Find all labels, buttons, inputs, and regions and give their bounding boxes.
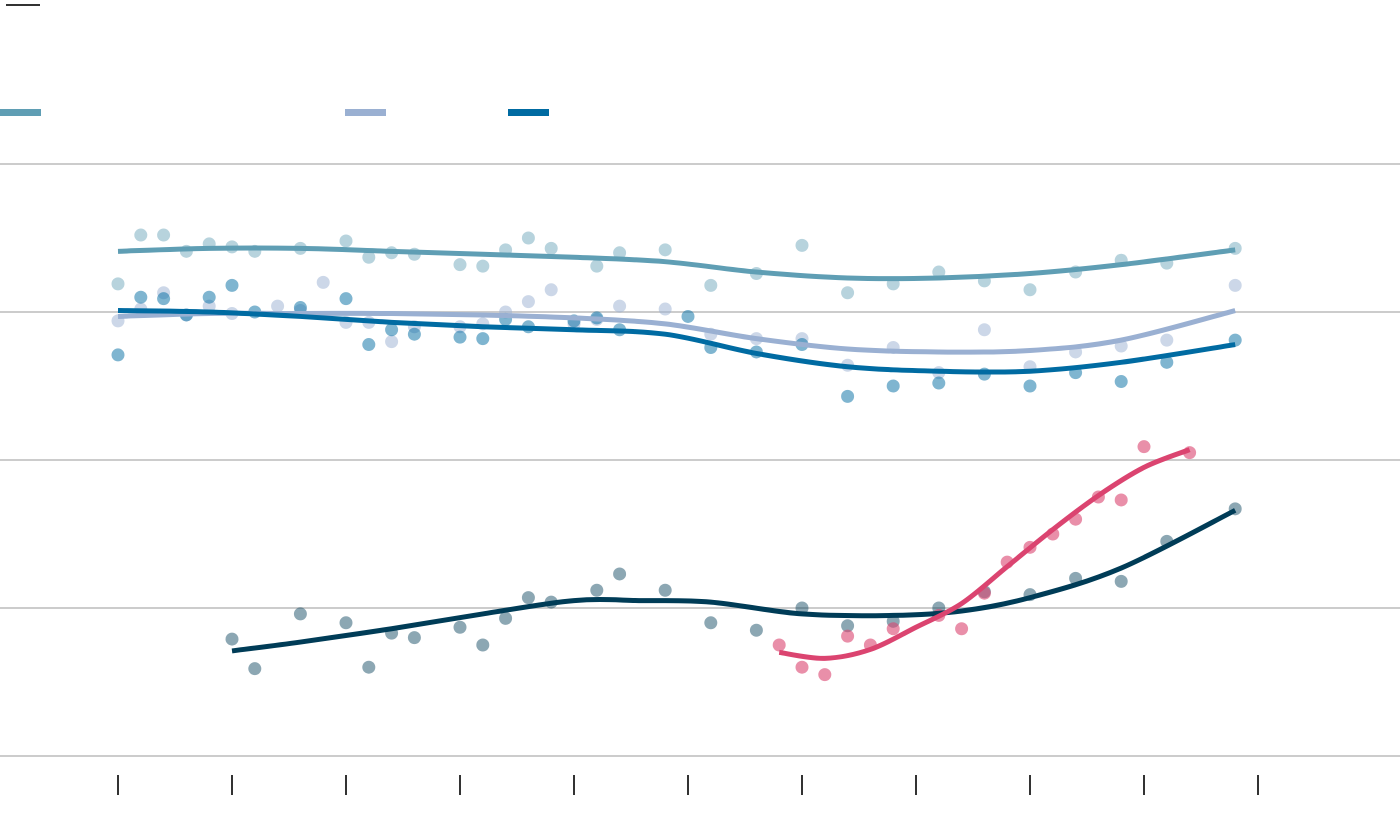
data-point	[704, 278, 718, 292]
data-point	[293, 607, 307, 621]
data-point	[453, 330, 467, 344]
data-point	[613, 299, 627, 313]
data-point	[339, 292, 353, 306]
data-point	[1023, 283, 1037, 297]
data-point	[772, 638, 786, 652]
data-point	[590, 583, 604, 597]
data-point	[1228, 278, 1242, 292]
data-point	[271, 299, 285, 313]
data-point	[1114, 375, 1128, 389]
legend	[0, 109, 549, 116]
data-point	[111, 348, 125, 362]
data-point	[613, 246, 627, 260]
data-point	[225, 632, 239, 646]
data-point	[202, 290, 216, 304]
trend-line	[117, 308, 1236, 375]
data-point	[476, 259, 490, 273]
data-point	[841, 286, 855, 300]
data-point	[453, 258, 467, 272]
data-point	[818, 668, 832, 682]
x-axis-ticks	[117, 775, 1259, 795]
data-point	[1114, 574, 1128, 588]
trend-line	[778, 447, 1191, 661]
data-point	[841, 389, 855, 403]
data-point	[658, 243, 672, 257]
data-point	[157, 228, 171, 242]
data-point	[339, 234, 353, 248]
data-point	[681, 309, 695, 323]
data-point	[1160, 355, 1174, 369]
data-point	[955, 622, 969, 636]
data-point	[977, 323, 991, 337]
data-point	[362, 338, 376, 352]
data-point	[339, 616, 353, 630]
data-point	[499, 611, 513, 625]
data-point	[1137, 440, 1151, 454]
data-point	[476, 638, 490, 652]
data-point	[613, 567, 627, 581]
data-point	[134, 228, 148, 242]
data-point	[316, 275, 330, 289]
data-point	[385, 335, 399, 349]
data-point	[453, 620, 467, 634]
data-point	[476, 332, 490, 346]
trend-line	[117, 308, 1236, 355]
legend-swatch	[508, 109, 549, 116]
data-point	[521, 591, 535, 605]
data-point	[658, 302, 672, 316]
data-point	[407, 631, 421, 645]
data-point	[932, 376, 946, 390]
data-point	[544, 283, 558, 297]
title-rule	[6, 4, 40, 6]
data-point	[795, 238, 809, 252]
grid	[0, 163, 1400, 757]
legend-swatch	[0, 109, 41, 116]
data-point	[841, 629, 855, 643]
data-point	[293, 301, 307, 315]
data-point	[704, 616, 718, 630]
data-point	[1023, 379, 1037, 393]
data-point	[886, 379, 900, 393]
data-point	[658, 583, 672, 597]
data-point	[248, 662, 262, 676]
scatter-points	[111, 228, 1242, 682]
data-point	[134, 290, 148, 304]
data-point	[385, 323, 399, 337]
trend-line	[231, 508, 1237, 654]
data-point	[521, 295, 535, 309]
legend-swatch	[345, 109, 386, 116]
data-point	[362, 660, 376, 674]
data-point	[362, 250, 376, 264]
data-point	[202, 299, 216, 313]
trend-line	[117, 245, 1236, 282]
data-point	[1114, 493, 1128, 507]
data-point	[407, 327, 421, 341]
data-point	[841, 619, 855, 633]
data-point	[590, 259, 604, 273]
data-point	[157, 292, 171, 306]
data-point	[111, 277, 125, 291]
trend-lines	[117, 245, 1237, 661]
data-point	[225, 278, 239, 292]
data-point	[544, 241, 558, 255]
data-point	[1160, 333, 1174, 347]
data-point	[749, 623, 763, 637]
data-point	[886, 622, 900, 636]
data-point	[795, 660, 809, 674]
data-point	[521, 231, 535, 245]
data-point	[932, 265, 946, 279]
